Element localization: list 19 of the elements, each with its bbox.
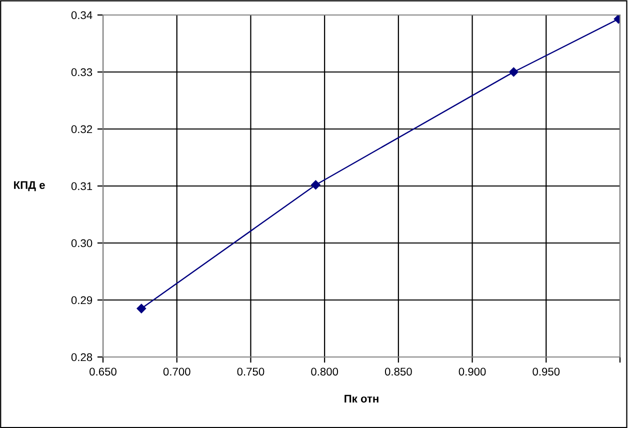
y-tick-label: 0.29 bbox=[71, 296, 92, 304]
y-tick-label: 0.32 bbox=[71, 125, 92, 134]
x-tick-label: 0.900 bbox=[458, 368, 486, 376]
y-axis-title: КПД е bbox=[14, 181, 45, 192]
x-tick-label: 0.700 bbox=[163, 368, 190, 376]
y-tick-label: 0.30 bbox=[71, 239, 92, 248]
x-tick-label: 0.850 bbox=[384, 368, 412, 376]
point bbox=[136, 304, 146, 314]
point bbox=[311, 180, 320, 190]
x-tick-label: 0.650 bbox=[90, 368, 116, 376]
y-tick-label: 0.28 bbox=[71, 353, 92, 362]
point bbox=[509, 67, 518, 77]
x-tick-label: 0.950 bbox=[532, 368, 560, 376]
y-tick-label: 0.33 bbox=[71, 68, 92, 76]
x-axis-title: Пк отн bbox=[344, 394, 378, 403]
y-tick-label: 0.34 bbox=[71, 11, 92, 20]
y-tick-label: 0.31 bbox=[71, 182, 92, 190]
x-tick-label: 0.800 bbox=[311, 368, 338, 376]
x-tick-label: 0.750 bbox=[237, 368, 264, 376]
